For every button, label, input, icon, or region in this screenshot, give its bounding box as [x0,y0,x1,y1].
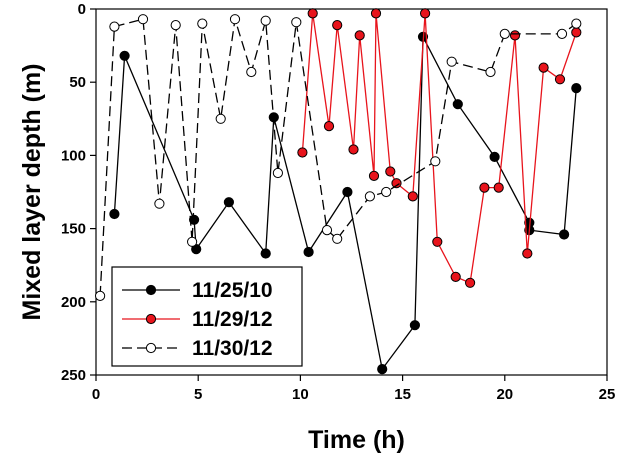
legend-label: 11/25/10 [192,279,273,302]
data-point [377,364,388,375]
data-point [215,113,226,124]
data-point [109,208,120,220]
data-point [291,17,302,28]
data-point [297,147,308,158]
x-tick-label: 25 [599,386,616,403]
data-point [229,14,241,25]
data-point [323,121,335,132]
data-point [571,83,582,94]
data-point [272,167,283,179]
y-axis-title: Mixed layer depth (m) [18,64,46,321]
data-point [246,66,257,78]
x-tick-label: 10 [292,386,309,403]
series-layer [95,8,582,375]
data-point [137,14,149,25]
y-tick-label: 50 [69,74,86,91]
data-point [154,198,165,209]
data-point [450,271,461,282]
data-point [370,8,382,19]
data-point [409,320,420,331]
data-point [559,229,570,240]
data-point [223,197,234,208]
data-point [109,21,120,32]
data-point [307,8,318,19]
legend-marker [145,313,157,325]
y-tick-label: 250 [61,367,86,384]
legend-label: 11/29/12 [192,308,273,331]
data-point [364,191,375,202]
legend: 11/25/10 11/29/12 11/30/12 [111,266,303,367]
data-point [342,186,353,198]
data-point [420,8,431,19]
data-point [260,248,271,259]
data-point [303,246,314,258]
data-point [485,66,496,78]
data-point [189,214,200,225]
data-point [571,18,582,29]
data-point [260,15,271,26]
data-point [170,20,181,31]
x-tick-label: 0 [92,386,100,403]
data-point [321,225,333,236]
y-tick-label: 100 [61,147,86,164]
data-point [368,170,380,181]
data-point [556,28,568,40]
data-point [187,236,198,247]
data-point [430,156,441,167]
series-line [99,18,577,296]
data-point [354,30,365,41]
data-point [119,50,130,61]
data-point [332,20,343,31]
data-point [197,18,208,29]
x-axis-title: Time (h) [308,426,405,454]
legend-marker [145,284,157,296]
data-point [493,182,504,193]
data-point [407,191,418,202]
y-tick-label: 0 [78,1,86,18]
data-point [332,233,343,244]
x-tick-label: 20 [496,386,513,403]
data-point [489,151,500,162]
data-point [385,166,396,177]
data-point [348,144,359,155]
y-tick-label: 150 [61,221,86,238]
data-point [509,30,521,41]
x-tick-label: 5 [194,386,202,403]
data-point [432,236,443,247]
data-point [571,27,582,38]
data-point [95,290,106,301]
data-point [391,178,402,189]
data-point [538,62,549,73]
y-tick-label: 200 [61,294,86,311]
data-point [499,28,510,40]
series-3 [95,14,582,301]
legend-label: 11/30/12 [192,337,273,360]
legend-marker [145,342,157,354]
data-point [446,56,457,67]
x-tick-label: 15 [394,386,411,403]
data-point [554,74,566,85]
legend-box [111,266,303,367]
series-line [301,13,577,284]
data-point [522,248,533,259]
plot-frame [95,8,608,376]
data-point [479,182,490,193]
data-point [465,277,476,288]
data-point [452,99,463,110]
series-2 [297,8,582,288]
data-point [381,186,392,198]
